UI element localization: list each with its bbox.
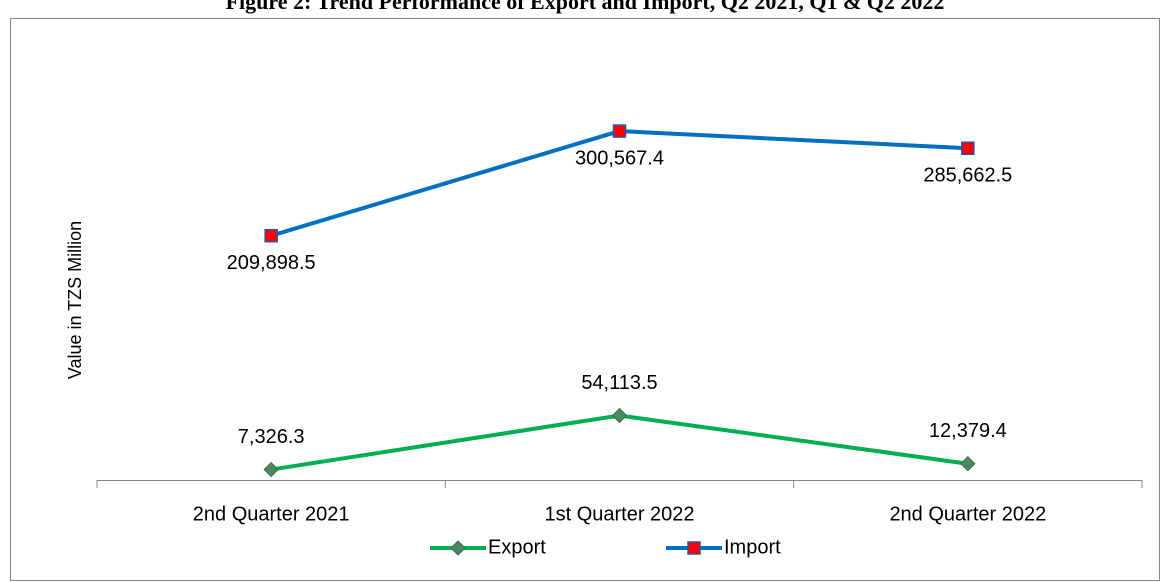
- data-point: [611, 407, 628, 424]
- data-label: 285,662.5: [923, 165, 1012, 187]
- data-label: 209,898.5: [227, 252, 316, 274]
- data-label: 300,567.4: [575, 147, 664, 169]
- chart-border: [10, 18, 1160, 581]
- chart-title: Figure 2: Trend Performance of Export an…: [226, 0, 945, 14]
- x-tick-label: 2nd Quarter 2021: [193, 503, 350, 525]
- y-axis-label: Value in TZS Million: [65, 221, 85, 379]
- data-label: 12,379.4: [929, 420, 1007, 442]
- data-point: [961, 141, 975, 156]
- data-label: 7,326.3: [238, 426, 305, 448]
- series-line: [270, 413, 969, 472]
- data-point: [960, 456, 976, 472]
- legend-marker: [450, 540, 466, 556]
- legend-label: Import: [724, 536, 781, 558]
- data-point: [612, 124, 627, 138]
- legend-label: Export: [488, 536, 546, 558]
- data-label: 54,113.5: [581, 372, 657, 394]
- x-tick-label: 1st Quarter 2022: [544, 503, 694, 525]
- data-point: [264, 228, 278, 243]
- legend-marker: [687, 541, 701, 555]
- data-point: [263, 461, 279, 478]
- x-tick-label: 2nd Quarter 2022: [889, 503, 1046, 525]
